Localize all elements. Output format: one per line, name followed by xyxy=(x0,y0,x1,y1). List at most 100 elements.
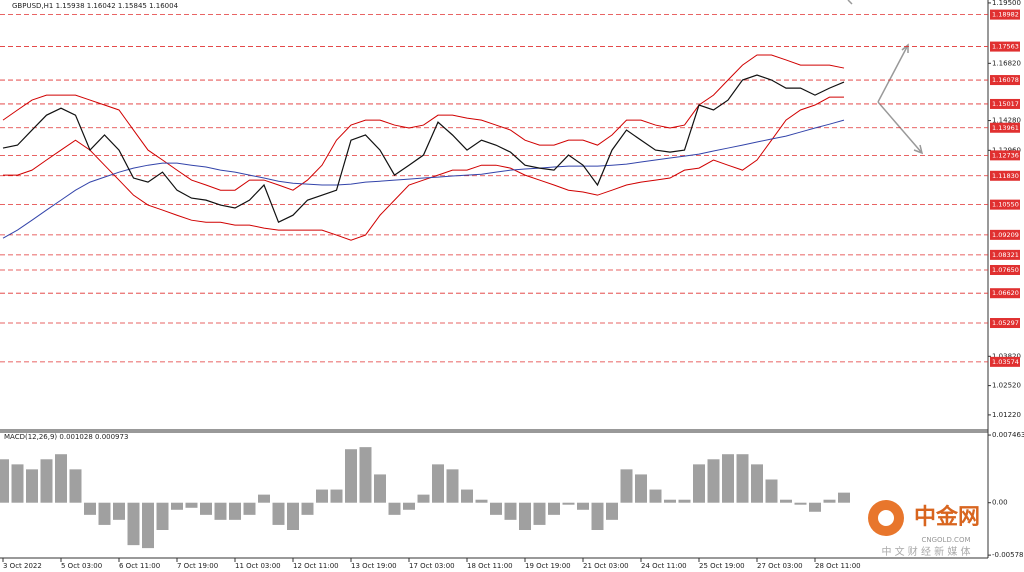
level-label-bg xyxy=(990,9,1020,20)
macd-bar xyxy=(84,502,96,515)
macd-bar xyxy=(475,499,488,503)
level-label: 1.10550 xyxy=(992,201,1019,209)
level-label: 1.09209 xyxy=(992,231,1019,239)
macd-bar xyxy=(823,499,836,503)
site: CNGOLD.COM xyxy=(921,536,970,544)
y-tick-label: 1.16820 xyxy=(992,59,1021,67)
x-tick-label: 27 Oct 03:00 xyxy=(757,562,803,570)
brand: 中金网 xyxy=(914,504,980,530)
y-tick-label: 1.12960 xyxy=(992,146,1021,154)
macd-bar xyxy=(649,489,662,503)
macd-bar xyxy=(490,502,502,515)
macd-bar xyxy=(577,502,589,510)
macd-bar xyxy=(736,454,749,503)
macd-bar xyxy=(11,464,24,503)
x-tick-label: 6 Oct 11:00 xyxy=(119,562,160,570)
macd-bar xyxy=(214,502,227,520)
level-label: 1.08321 xyxy=(992,251,1019,259)
level-label-bg xyxy=(990,98,1020,109)
level-label-bg xyxy=(990,288,1020,299)
x-tick-label: 5 Oct 03:00 xyxy=(61,562,102,570)
x-tick-label: 19 Oct 19:00 xyxy=(525,562,571,570)
arrow-head xyxy=(913,144,924,155)
x-tick-label: 24 Oct 11:00 xyxy=(641,562,687,570)
series-line xyxy=(2,54,845,191)
y-tick-label: 0.007463 xyxy=(992,431,1024,439)
x-tick-label: 7 Oct 19:00 xyxy=(177,562,218,570)
macd-bar xyxy=(519,502,531,530)
macd-bar xyxy=(345,449,357,503)
macd-bar xyxy=(693,464,705,503)
macd-bar xyxy=(316,489,328,503)
level-label: 1.11830 xyxy=(992,172,1019,180)
level-label: 1.17563 xyxy=(992,43,1019,51)
macd-bar xyxy=(0,459,9,503)
macd-bar xyxy=(243,502,256,515)
macd-bar xyxy=(417,494,430,503)
level-label-bg xyxy=(990,249,1020,260)
macd-bar xyxy=(200,502,212,515)
macd-bar xyxy=(127,502,140,546)
watermark: 中金网 CNGOLD.COM 中 文 财 经 新 媒 体 xyxy=(868,500,980,558)
level-label-bg xyxy=(990,318,1020,329)
series-line xyxy=(3,96,844,241)
macd-bar xyxy=(287,502,299,530)
macd-bar xyxy=(229,502,241,520)
macd-bar xyxy=(330,489,343,503)
y-tick-label: 1.19500 xyxy=(992,0,1021,7)
macd-bar xyxy=(185,502,198,508)
macd-bar xyxy=(40,459,53,503)
y-tick-label: 0.00 xyxy=(992,499,1008,507)
y-tick-label: 1.14280 xyxy=(992,117,1021,125)
arrow-mark xyxy=(847,0,853,5)
x-tick-label: 3 Oct 2022 xyxy=(3,562,42,570)
x-tick-label: 21 Oct 03:00 xyxy=(583,562,629,570)
macd-bar xyxy=(707,459,720,503)
x-tick-label: 28 Oct 11:00 xyxy=(815,562,861,570)
macd-bar xyxy=(794,502,807,505)
level-label-bg xyxy=(990,150,1020,161)
macd-bar xyxy=(142,502,154,549)
macd-bar xyxy=(678,499,691,503)
macd-bar xyxy=(838,492,850,503)
macd-bar xyxy=(359,447,372,503)
series-line xyxy=(2,74,845,224)
macd-bar xyxy=(751,464,763,503)
arrow-head xyxy=(901,43,909,53)
level-label-bg xyxy=(990,41,1020,52)
macd-bar xyxy=(504,502,517,520)
macd-bar xyxy=(446,469,459,503)
x-tick-label: 17 Oct 03:00 xyxy=(409,562,455,570)
level-label: 1.15017 xyxy=(992,100,1019,108)
level-label-bg xyxy=(990,122,1020,133)
level-label-bg xyxy=(990,199,1020,210)
series-line xyxy=(2,119,845,239)
macd-bar xyxy=(301,502,314,515)
macd-bar xyxy=(26,469,38,503)
macd-bar xyxy=(461,489,473,503)
x-tick-label: 13 Oct 19:00 xyxy=(351,562,397,570)
macd-bar xyxy=(591,502,604,530)
macd-bar xyxy=(664,499,676,503)
macd-bar xyxy=(258,494,270,503)
y-tick-label: 1.03820 xyxy=(992,352,1021,360)
logo-inner xyxy=(878,510,894,526)
macd-bar xyxy=(635,474,647,503)
macd-bar xyxy=(171,502,183,510)
chart-title: GBPUSD,H1 1.15938 1.16042 1.15845 1.1600… xyxy=(12,2,179,10)
macd-bar xyxy=(432,464,444,503)
x-tick-label: 25 Oct 19:00 xyxy=(699,562,745,570)
level-label: 1.16078 xyxy=(992,76,1019,84)
tagline: 中 文 财 经 新 媒 体 xyxy=(881,545,970,558)
macd-bar xyxy=(780,499,792,503)
macd-title: MACD(12,26,9) 0.001028 0.000973 xyxy=(4,433,128,441)
macd-bar xyxy=(55,454,67,503)
level-label-bg xyxy=(990,229,1020,240)
arrow-up xyxy=(877,44,909,103)
macd-bar xyxy=(533,502,546,525)
macd-bar xyxy=(69,469,82,503)
level-label-bg xyxy=(990,356,1020,367)
y-tick-label: 1.02520 xyxy=(992,382,1021,390)
